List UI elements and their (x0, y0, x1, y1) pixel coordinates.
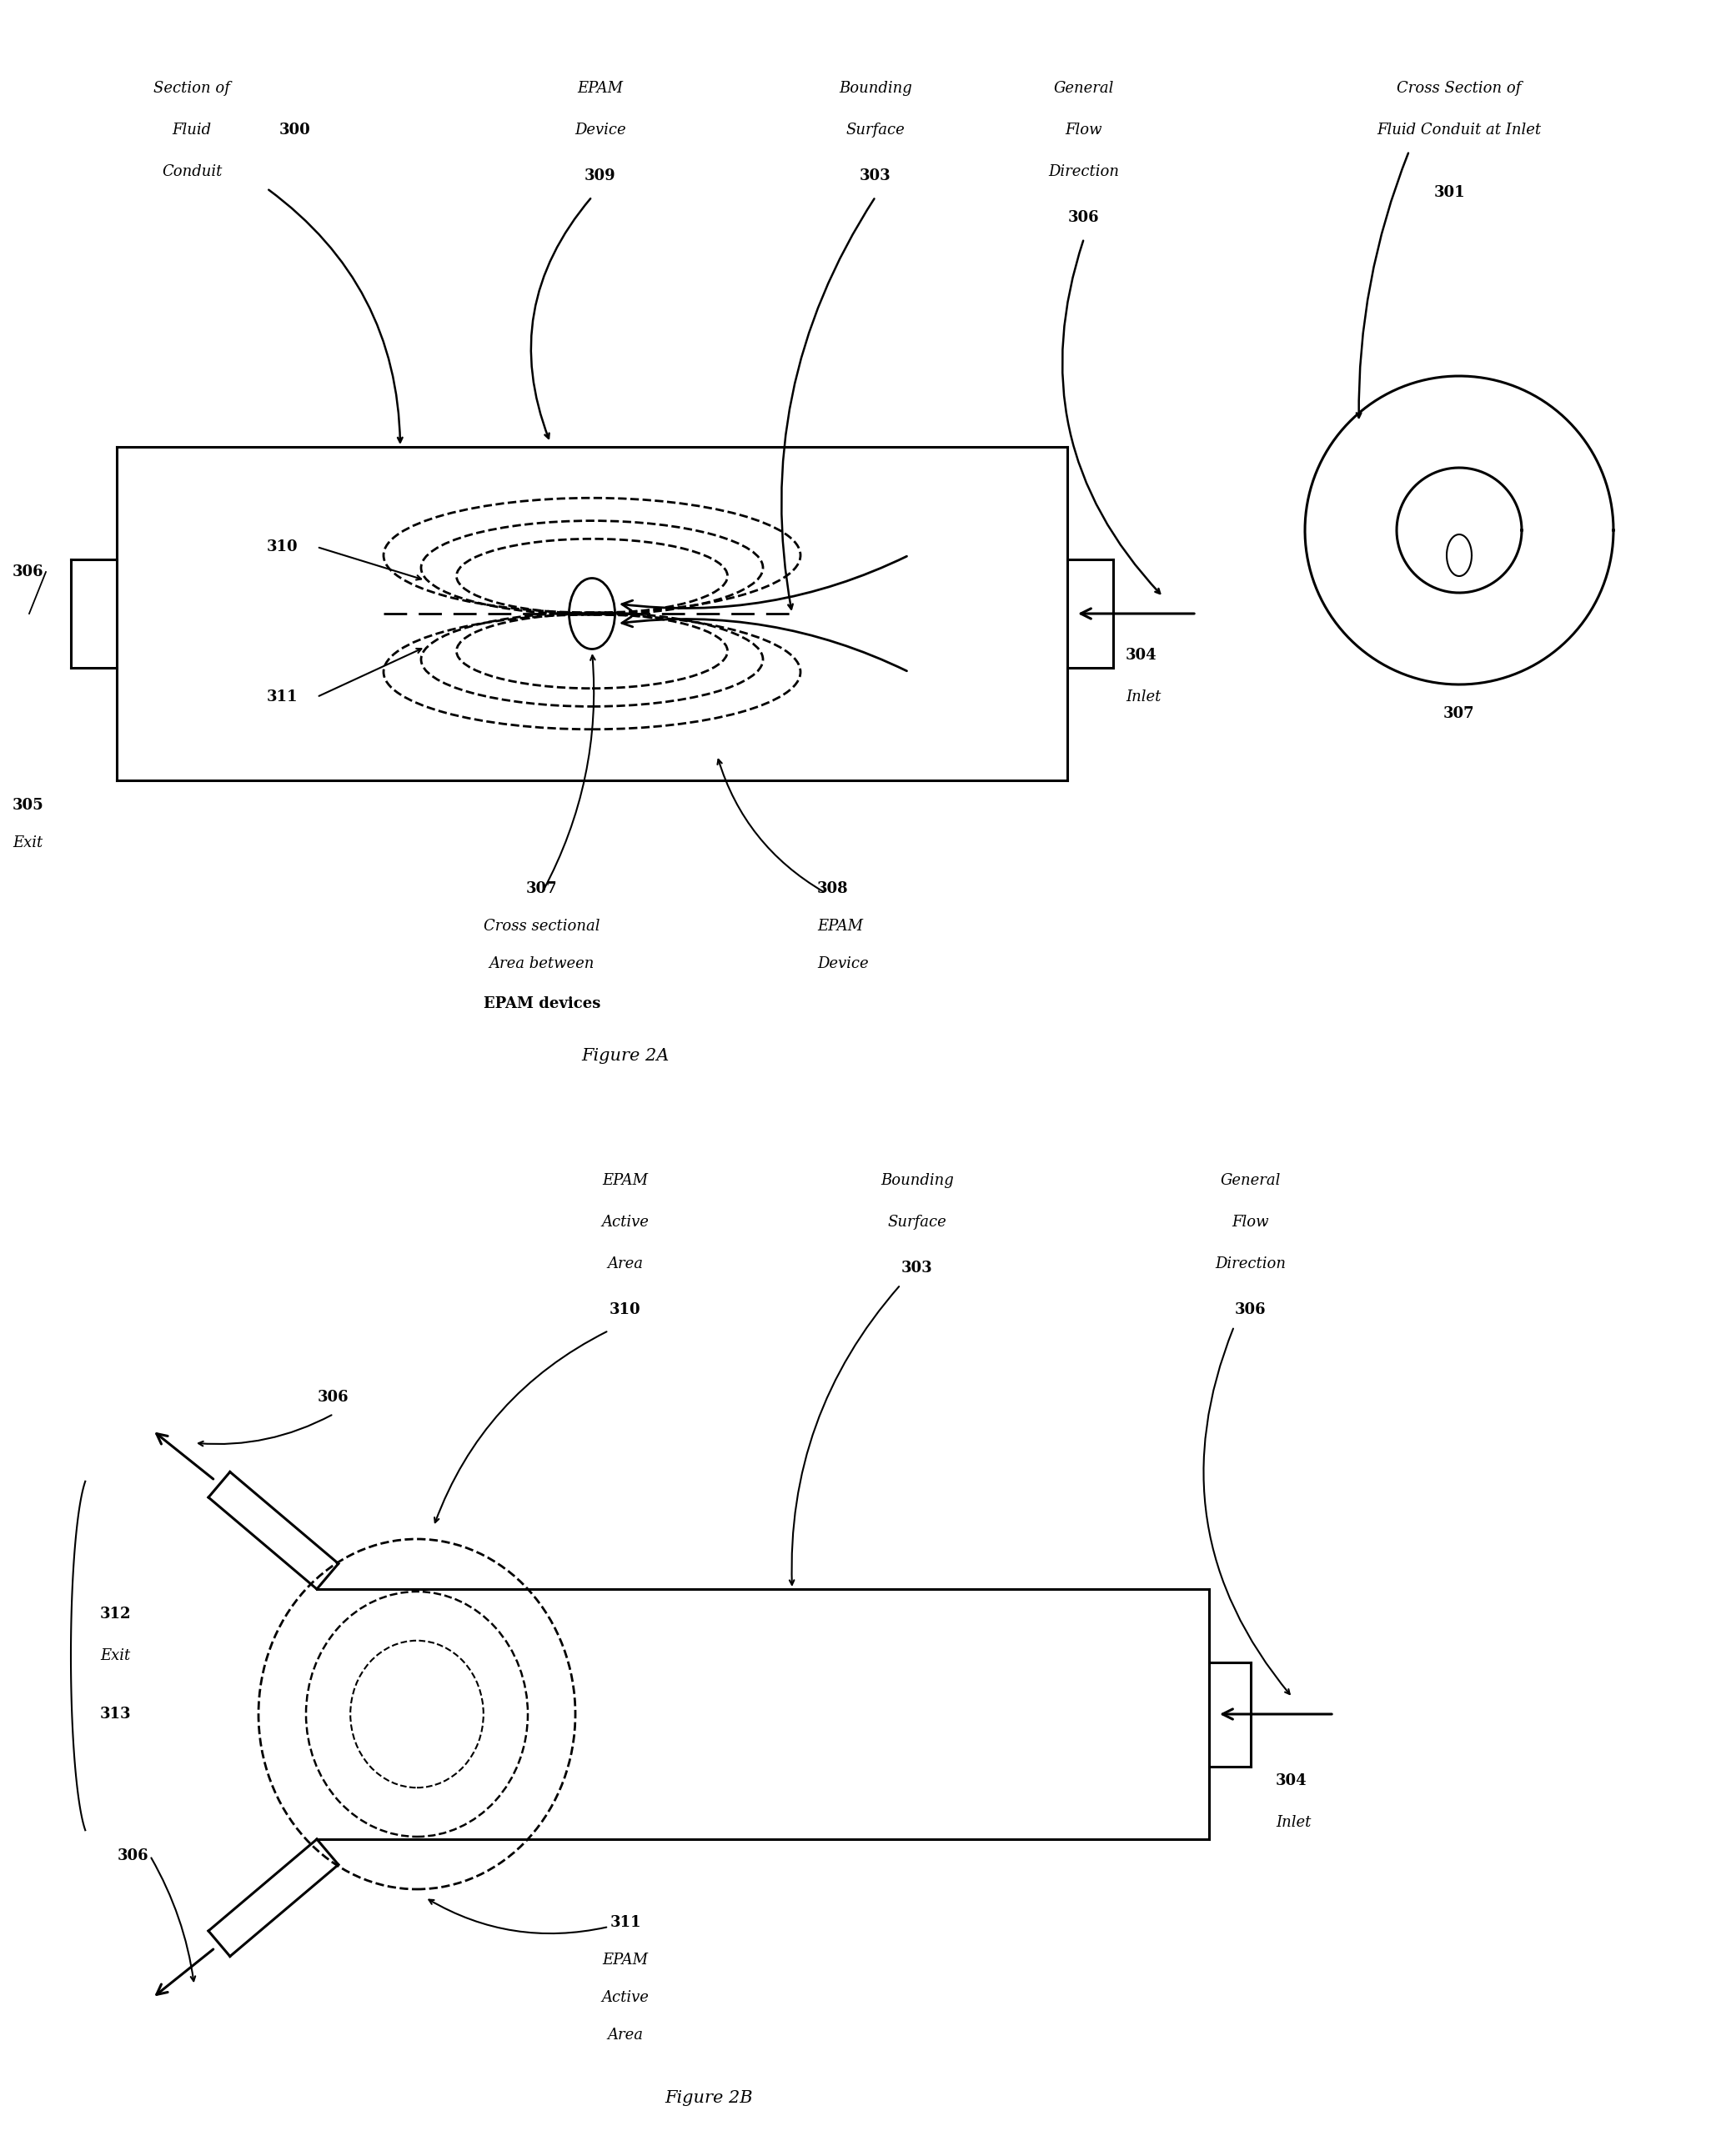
Text: Section of: Section of (153, 82, 231, 95)
Text: Flow: Flow (1232, 1214, 1270, 1229)
Text: Bounding: Bounding (881, 1173, 953, 1188)
Text: 300: 300 (279, 123, 312, 138)
Text: 310: 310 (609, 1302, 640, 1317)
Text: EPAM: EPAM (602, 1173, 649, 1188)
Text: Area: Area (608, 2027, 644, 2042)
Text: Inlet: Inlet (1126, 690, 1162, 705)
Text: Exit: Exit (12, 834, 43, 849)
Text: 308: 308 (817, 882, 848, 897)
Text: EPAM: EPAM (578, 82, 623, 95)
Text: 307: 307 (1444, 707, 1475, 720)
Text: Area between: Area between (489, 957, 595, 972)
Text: Figure 2B: Figure 2B (664, 2089, 752, 2106)
Text: EPAM: EPAM (602, 1953, 649, 1968)
Text: Cross sectional: Cross sectional (484, 918, 601, 934)
Text: Flow: Flow (1065, 123, 1103, 138)
Text: 303: 303 (902, 1261, 933, 1276)
Text: 309: 309 (585, 168, 616, 183)
Text: Active: Active (602, 1990, 649, 2005)
Text: 311: 311 (267, 690, 298, 705)
Text: 301: 301 (1434, 185, 1466, 201)
Text: 305: 305 (12, 798, 45, 813)
Text: 313: 313 (100, 1708, 131, 1723)
Text: Bounding: Bounding (838, 82, 912, 95)
Text: Direction: Direction (1048, 164, 1119, 179)
Text: 312: 312 (100, 1606, 131, 1621)
Text: 306: 306 (1236, 1302, 1267, 1317)
Text: Direction: Direction (1215, 1257, 1286, 1272)
Text: Inlet: Inlet (1275, 1815, 1311, 1830)
Text: Surface: Surface (888, 1214, 947, 1229)
Text: 304: 304 (1126, 647, 1157, 662)
Text: 306: 306 (12, 565, 43, 580)
Text: 306: 306 (318, 1391, 349, 1406)
Text: Active: Active (602, 1214, 649, 1229)
Text: Device: Device (817, 957, 869, 972)
Text: General: General (1220, 1173, 1280, 1188)
Text: 310: 310 (267, 539, 298, 554)
Text: 307: 307 (527, 882, 558, 897)
Text: Device: Device (575, 123, 626, 138)
Text: Figure 2A: Figure 2A (582, 1048, 669, 1063)
Text: General: General (1053, 82, 1113, 95)
Text: EPAM: EPAM (817, 918, 862, 934)
Text: Conduit: Conduit (162, 164, 222, 179)
Text: 303: 303 (860, 168, 891, 183)
Text: 311: 311 (609, 1915, 640, 1930)
Text: 306: 306 (1069, 209, 1100, 224)
Text: Area: Area (608, 1257, 644, 1272)
Text: Fluid Conduit at Inlet: Fluid Conduit at Inlet (1377, 123, 1542, 138)
Text: Surface: Surface (847, 123, 905, 138)
Text: 304: 304 (1275, 1774, 1308, 1787)
Text: 306: 306 (117, 1848, 150, 1863)
Text: EPAM devices: EPAM devices (484, 996, 601, 1011)
Text: Cross Section of: Cross Section of (1397, 82, 1521, 95)
Text: Fluid: Fluid (172, 123, 212, 138)
Text: Exit: Exit (100, 1649, 131, 1662)
